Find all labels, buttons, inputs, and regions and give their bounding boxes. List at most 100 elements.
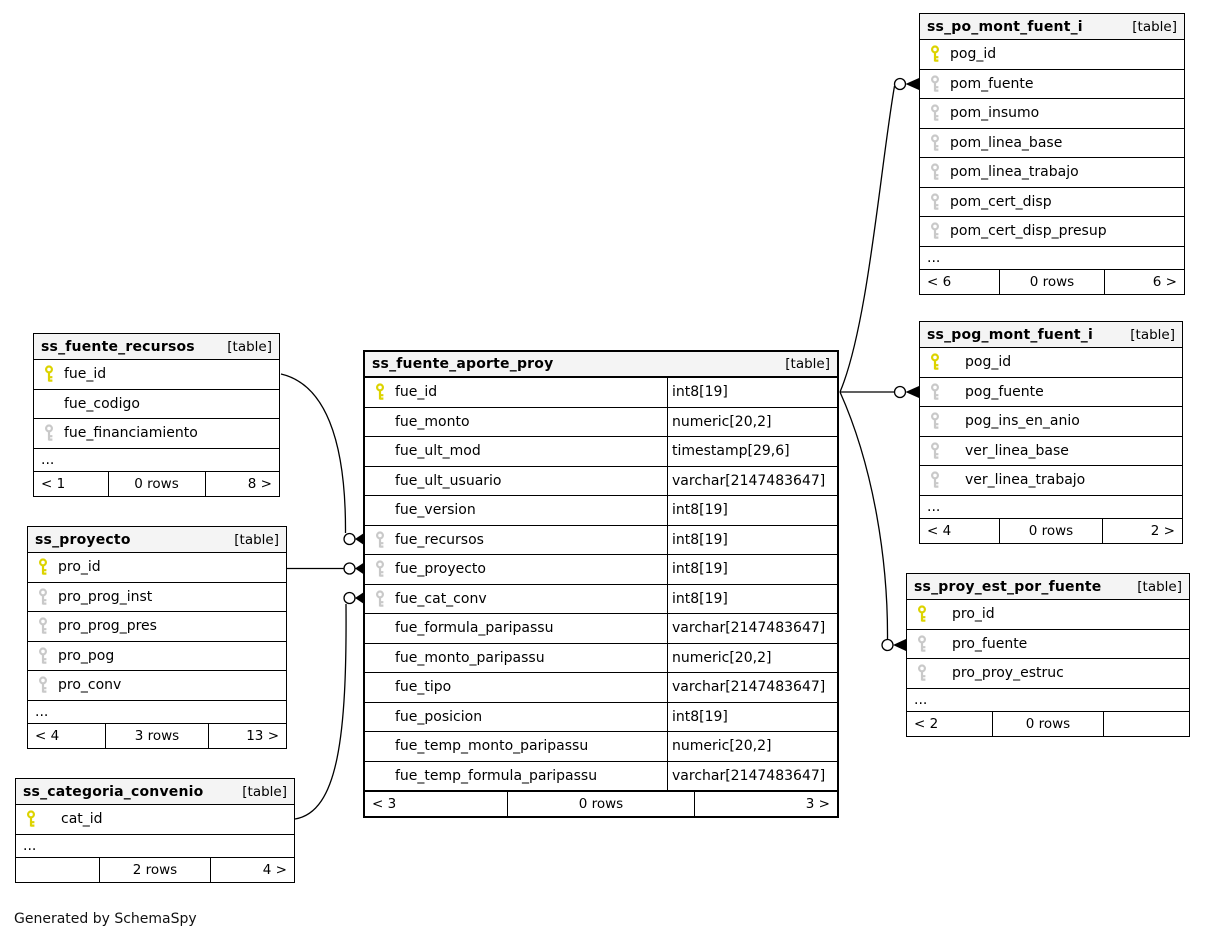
column-name-cell: fue_tipo bbox=[365, 673, 667, 702]
column-name-cell: pom_cert_disp_presup bbox=[920, 217, 1184, 246]
column-name-cell: fue_recursos bbox=[365, 526, 667, 555]
column-row: fue_id bbox=[34, 360, 279, 390]
foreign-key-icon bbox=[37, 617, 49, 635]
column-row: cat_id bbox=[16, 805, 294, 835]
column-name: fue_tipo bbox=[395, 679, 452, 696]
column-name-cell: fue_id bbox=[365, 378, 667, 407]
column-name-cell: pro_prog_inst bbox=[28, 583, 286, 612]
table-ss-po-mont-fuent-i: ss_po_mont_fuent_i [table] pog_id pom_fuent… bbox=[919, 13, 1185, 295]
column-row: pom_cert_disp_presup bbox=[920, 217, 1184, 247]
column-name-cell: pro_fuente bbox=[907, 630, 1189, 659]
column-name-cell: fue_posicion bbox=[365, 703, 667, 732]
table-type-badge: [table] bbox=[1137, 578, 1182, 595]
table-type-badge: [table] bbox=[227, 338, 272, 355]
table-title[interactable]: ss_proyecto bbox=[35, 531, 131, 548]
table-header: ss_proyecto [table] bbox=[28, 527, 286, 553]
column-name-cell: fue_ult_usuario bbox=[365, 467, 667, 496]
table-title[interactable]: ss_fuente_recursos bbox=[41, 338, 195, 355]
footer-row-count: 2 rows bbox=[99, 857, 211, 882]
table-title[interactable]: ss_categoria_convenio bbox=[23, 783, 204, 800]
table-title[interactable]: ss_proy_est_por_fuente bbox=[914, 578, 1102, 595]
more-columns-ellipsis: ... bbox=[34, 449, 279, 472]
foreign-key-icon bbox=[916, 664, 928, 682]
foreign-key-icon bbox=[929, 222, 941, 240]
column-name-cell: pom_fuente bbox=[920, 70, 1184, 99]
column-type: numeric[20,2] bbox=[667, 732, 837, 761]
column-name-cell: pom_linea_trabajo bbox=[920, 158, 1184, 187]
footer-children-count: 2 > bbox=[1150, 522, 1175, 539]
column-row: fue_posicion int8[19] bbox=[365, 702, 837, 732]
footer-children-count bbox=[1104, 712, 1189, 736]
foreign-key-icon bbox=[374, 560, 386, 578]
table-ss-fuente-aporte-proy: ss_fuente_aporte_proy [table] fue_id int8[1… bbox=[363, 350, 839, 818]
column-name: fue_temp_formula_paripassu bbox=[395, 767, 598, 784]
column-row: pog_id bbox=[920, 348, 1182, 378]
column-name: pog_id bbox=[965, 354, 1012, 371]
relationship-edge bbox=[839, 391, 906, 652]
table-footer: < 4 0 rows 2 > bbox=[920, 518, 1182, 543]
column-type: numeric[20,2] bbox=[667, 643, 837, 672]
column-name: pom_linea_base bbox=[950, 134, 1063, 151]
column-name-cell: fue_temp_monto_paripassu bbox=[365, 732, 667, 761]
column-row: pom_fuente bbox=[920, 70, 1184, 99]
column-row: pro_conv bbox=[28, 671, 286, 701]
column-type: int8[19] bbox=[667, 555, 837, 584]
column-type: int8[19] bbox=[667, 525, 837, 554]
footer-parents-count: < 4 bbox=[927, 522, 952, 539]
column-row: fue_recursos int8[19] bbox=[365, 525, 837, 555]
column-name: ver_linea_base bbox=[965, 442, 1069, 459]
footer-children-count: 4 > bbox=[262, 861, 287, 878]
footer-parents-count: < 3 bbox=[372, 796, 397, 812]
footer-row-count: 0 rows bbox=[998, 518, 1104, 543]
relationship-edge bbox=[294, 591, 364, 820]
column-name-cell: fue_proyecto bbox=[365, 555, 667, 584]
foreign-key-icon bbox=[929, 471, 941, 489]
table-ss-proyecto: ss_proyecto [table] pro_id pro_prog_inst pro… bbox=[27, 526, 287, 749]
foreign-key-icon bbox=[374, 531, 386, 549]
more-columns-ellipsis: ... bbox=[28, 701, 286, 724]
column-name: ver_linea_trabajo bbox=[965, 472, 1086, 489]
column-row: pog_fuente bbox=[920, 378, 1182, 407]
column-row: ver_linea_trabajo bbox=[920, 466, 1182, 496]
foreign-key-icon bbox=[43, 424, 55, 442]
table-header: ss_fuente_aporte_proy [table] bbox=[365, 352, 837, 378]
column-row: fue_temp_monto_paripassu numeric[20,2] bbox=[365, 732, 837, 762]
primary-key-icon bbox=[37, 558, 49, 576]
column-name: pog_ins_en_anio bbox=[965, 413, 1080, 430]
table-header: ss_fuente_recursos [table] bbox=[34, 334, 279, 360]
table-type-badge: [table] bbox=[1132, 18, 1177, 35]
table-footer: 2 rows 4 > bbox=[16, 857, 294, 882]
table-title[interactable]: ss_fuente_aporte_proy bbox=[372, 356, 554, 372]
relationship-edge bbox=[287, 562, 364, 575]
more-columns-ellipsis: ... bbox=[920, 247, 1184, 270]
column-name-cell: fue_version bbox=[365, 496, 667, 525]
column-name: pom_linea_trabajo bbox=[950, 164, 1079, 181]
column-row: fue_temp_formula_paripassu varchar[214748… bbox=[365, 761, 837, 791]
column-row: pro_fuente bbox=[907, 630, 1189, 659]
footer-parents-count: < 1 bbox=[41, 475, 66, 492]
column-row: fue_cat_conv int8[19] bbox=[365, 584, 837, 614]
footer-row-count: 3 rows bbox=[105, 723, 209, 748]
more-columns-ellipsis: ... bbox=[920, 496, 1182, 519]
column-name-cell: pro_conv bbox=[28, 671, 286, 700]
column-name: fue_proyecto bbox=[395, 561, 486, 578]
more-columns-ellipsis: ... bbox=[16, 835, 294, 858]
foreign-key-icon bbox=[929, 75, 941, 93]
column-name-cell: pro_id bbox=[907, 600, 1189, 629]
column-name: pro_id bbox=[58, 559, 101, 576]
column-type: varchar[2147483647] bbox=[667, 761, 837, 790]
column-type: varchar[2147483647] bbox=[667, 614, 837, 643]
column-row: pro_prog_inst bbox=[28, 583, 286, 612]
column-name: pro_conv bbox=[58, 677, 122, 694]
column-name-cell: pro_prog_pres bbox=[28, 612, 286, 641]
column-row: fue_formula_paripassu varchar[2147483647] bbox=[365, 614, 837, 644]
table-ss-fuente-recursos: ss_fuente_recursos [table] fue_id fue_codig… bbox=[33, 333, 280, 497]
column-type: int8[19] bbox=[667, 702, 837, 731]
column-name-cell: cat_id bbox=[16, 805, 294, 834]
column-name: pro_fuente bbox=[952, 635, 1028, 652]
foreign-key-icon bbox=[37, 676, 49, 694]
foreign-key-icon bbox=[929, 383, 941, 401]
column-row: pom_linea_trabajo bbox=[920, 158, 1184, 188]
table-title[interactable]: ss_po_mont_fuent_i bbox=[927, 18, 1083, 35]
table-title[interactable]: ss_pog_mont_fuent_i bbox=[927, 326, 1094, 343]
